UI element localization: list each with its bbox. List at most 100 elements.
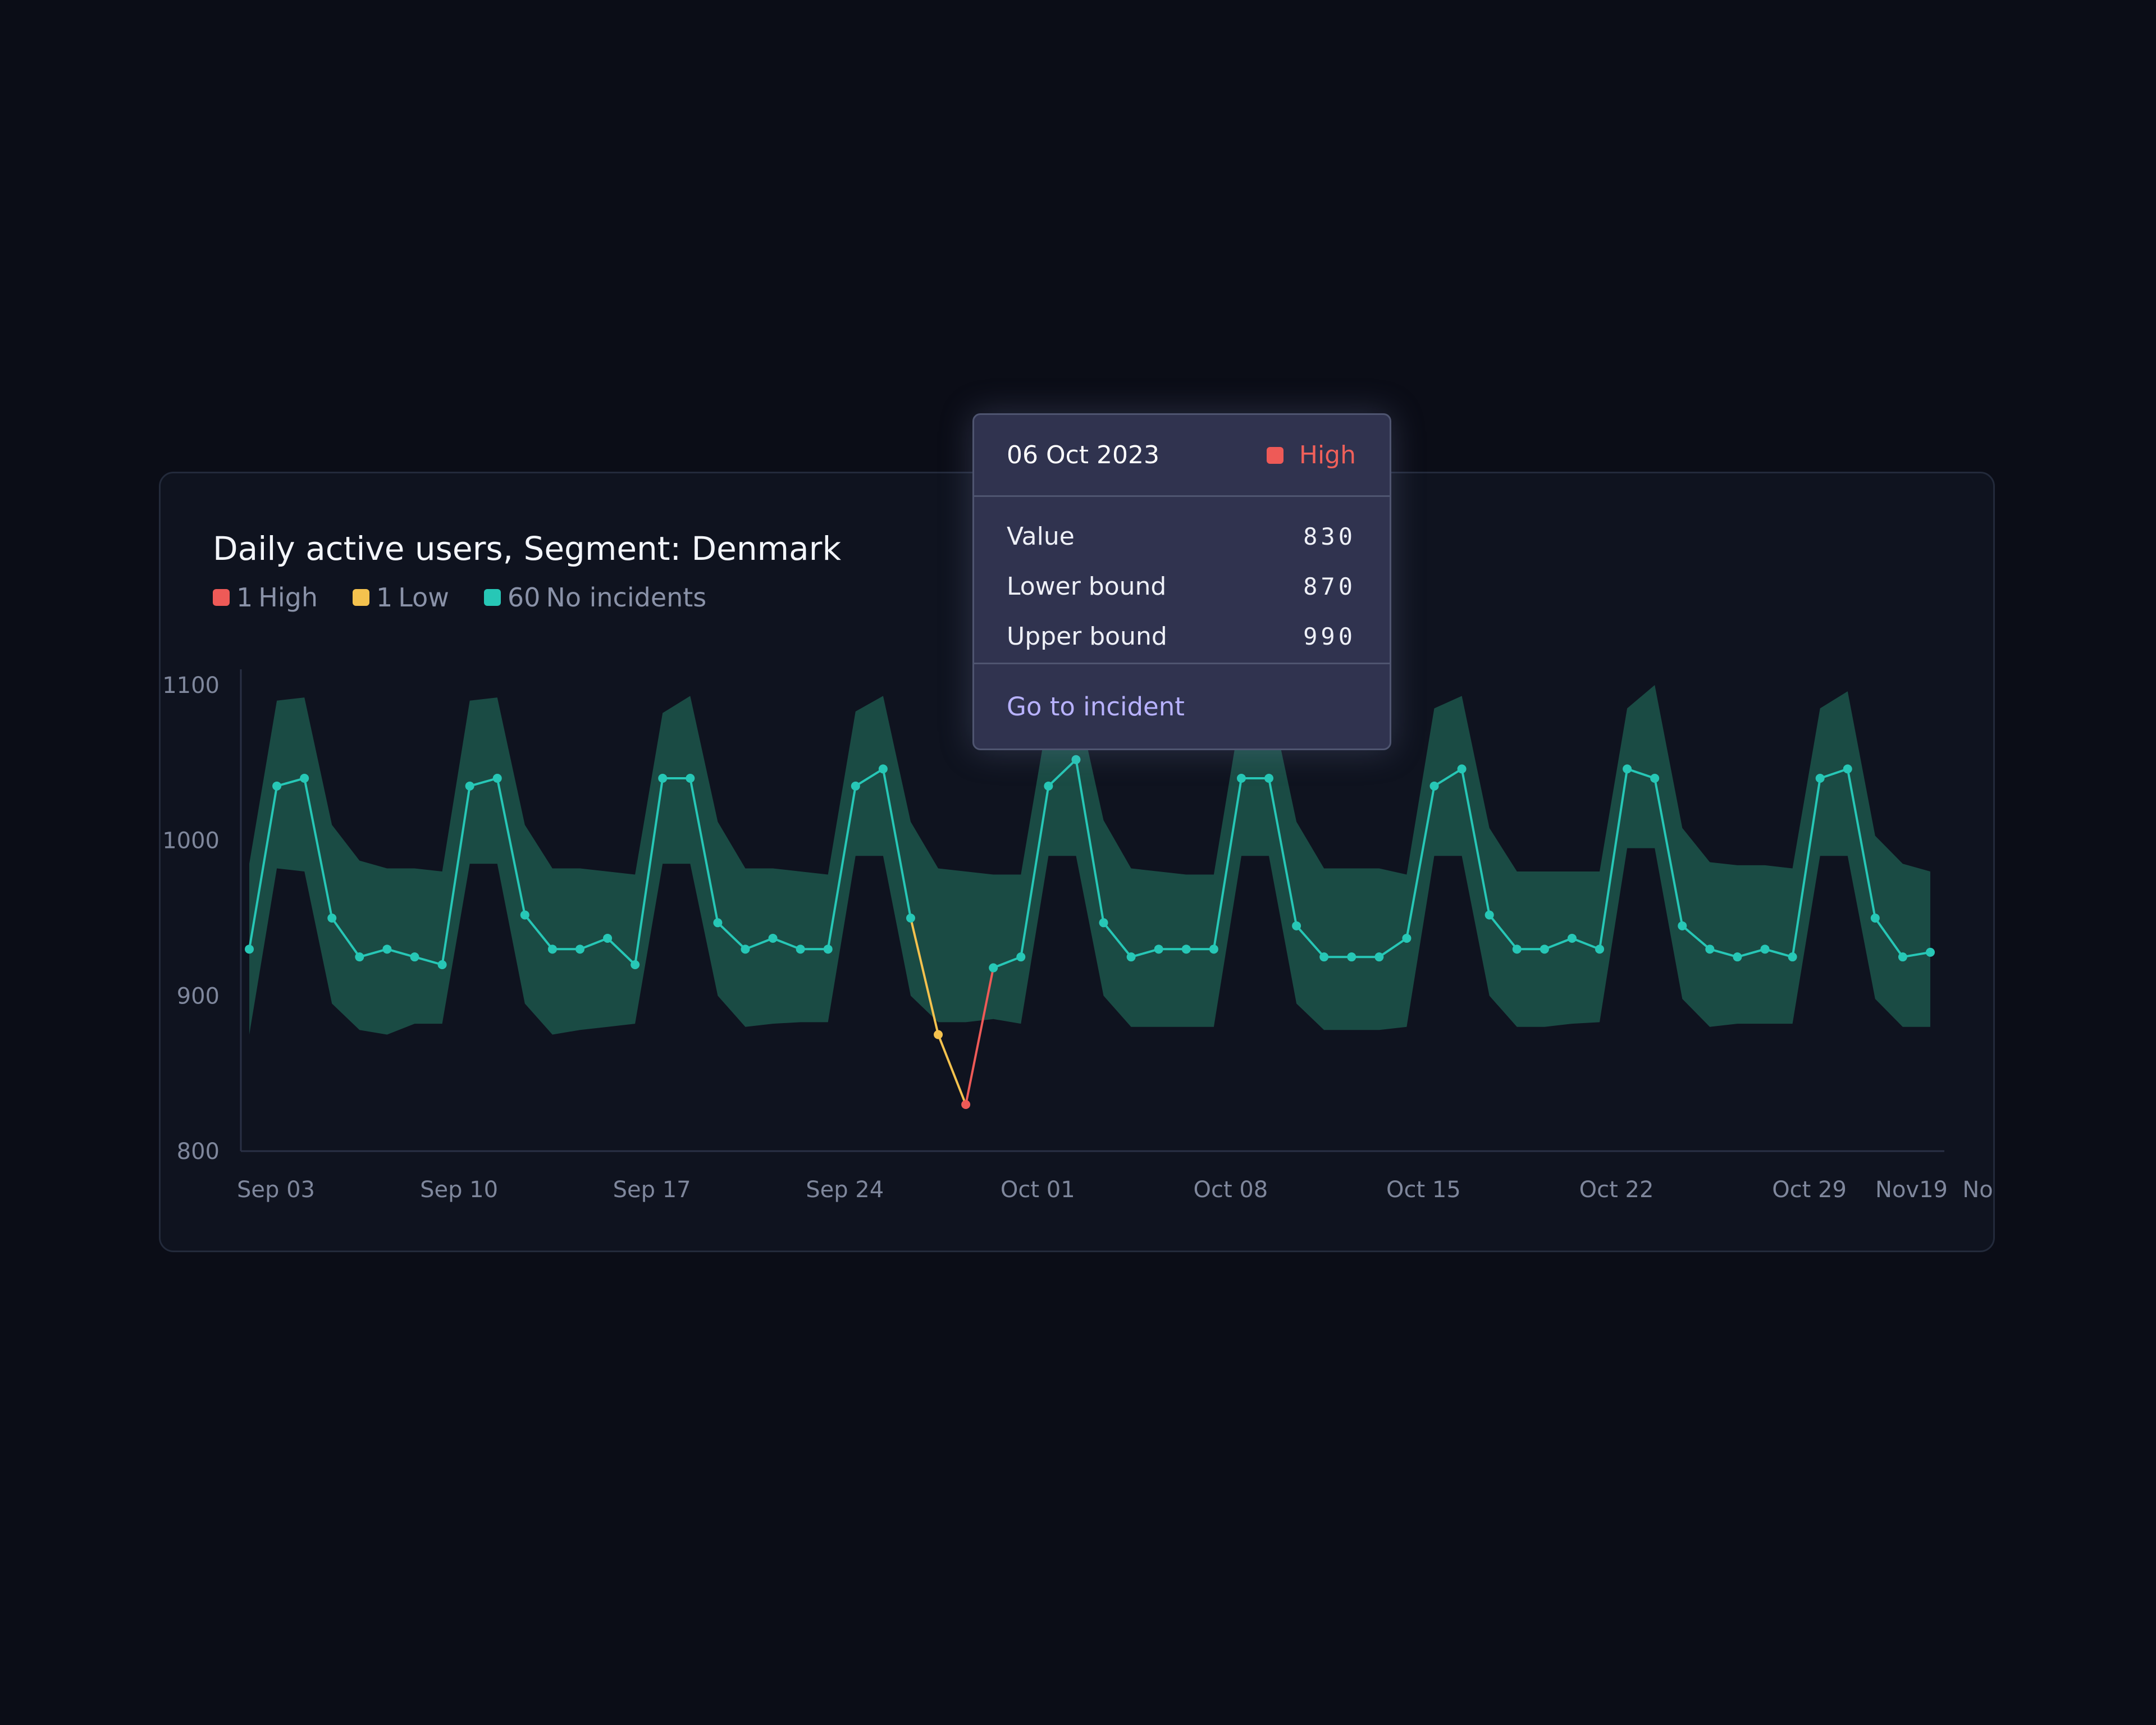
data-point	[1264, 774, 1274, 783]
legend-count-high: 1	[236, 582, 253, 613]
legend-item-high[interactable]: 1 High	[213, 582, 318, 613]
data-point	[1926, 947, 1935, 957]
legend-swatch-no-incidents	[483, 589, 501, 606]
data-point	[492, 774, 502, 783]
data-point	[1154, 944, 1163, 954]
incident-point-low	[934, 1030, 943, 1039]
data-point	[1843, 764, 1852, 774]
x-tick-label: Nov19	[1875, 1177, 1948, 1203]
x-tick-label: Sep 24	[806, 1177, 884, 1203]
data-point	[410, 952, 419, 962]
data-point	[437, 960, 447, 969]
tooltip-severity-label: High	[1299, 441, 1356, 469]
x-tick-label: Oct 22	[1579, 1177, 1654, 1203]
x-tick-label: Oct 15	[1386, 1177, 1461, 1203]
incident-line-high	[965, 968, 995, 1105]
data-point	[1512, 944, 1522, 954]
data-point	[300, 774, 309, 783]
chart-title: Daily active users, Segment: Denmark	[213, 530, 842, 568]
data-point	[1815, 774, 1825, 783]
data-point	[989, 963, 998, 973]
data-point	[1760, 944, 1770, 954]
data-point	[575, 944, 584, 954]
tooltip-row-upper-bound: Upper bound 990	[1007, 611, 1356, 661]
data-point	[906, 914, 915, 923]
data-point	[1236, 774, 1246, 783]
data-point	[1099, 918, 1108, 928]
go-to-incident-link[interactable]: Go to incident	[1007, 691, 1185, 722]
data-point	[355, 952, 364, 962]
tooltip-row-lower-bound: Lower bound 870	[1007, 562, 1356, 611]
legend-count-low: 1	[376, 582, 393, 613]
x-tick-label: Oct 29	[1772, 1177, 1847, 1203]
data-point	[1870, 914, 1880, 923]
data-point	[1733, 952, 1742, 962]
data-point	[1650, 774, 1660, 783]
data-point	[1429, 781, 1439, 791]
legend-item-low[interactable]: 1 Low	[353, 582, 449, 613]
x-tick-label: Oct 08	[1193, 1177, 1268, 1203]
data-point	[1788, 952, 1797, 962]
y-tick-label: 1100	[162, 673, 220, 699]
data-point	[1402, 933, 1412, 943]
data-point	[1623, 764, 1632, 774]
data-point	[1540, 944, 1549, 954]
data-point	[796, 944, 805, 954]
data-point	[1374, 952, 1384, 962]
expected-range-band	[249, 685, 1930, 1035]
line-chart: 800 900 1000 1100 Sep 03 Sep 10 Sep 17 Sep 24 Oc…	[162, 669, 1993, 1203]
data-point	[547, 944, 557, 954]
tooltip-row-number: 990	[1303, 623, 1356, 650]
data-point	[713, 918, 723, 928]
y-tick-label: 1000	[162, 828, 220, 854]
data-point	[686, 774, 695, 783]
tooltip-severity: High	[1266, 441, 1356, 469]
tooltip-row-number: 830	[1303, 523, 1356, 550]
legend-swatch-low	[353, 589, 370, 606]
legend-count-no-incidents: 60	[507, 582, 541, 613]
data-point	[768, 933, 778, 943]
data-point	[1319, 952, 1329, 962]
data-point	[1595, 944, 1605, 954]
x-tick-label: Sep 10	[420, 1177, 498, 1203]
data-point	[1209, 944, 1218, 954]
y-tick-label: 900	[177, 983, 220, 1009]
incident-tooltip: 06 Oct 2023 High Value 830 Lower bound 8…	[972, 413, 1391, 750]
legend-item-no-incidents[interactable]: 60 No incidents	[483, 582, 706, 613]
data-point	[741, 944, 750, 954]
legend: 1 High 1 Low 60 No incidents	[213, 582, 706, 613]
data-point	[878, 764, 888, 774]
data-point	[823, 944, 833, 954]
data-point	[1181, 944, 1191, 954]
legend-label-low: Low	[398, 582, 449, 613]
tooltip-row-label: Upper bound	[1007, 622, 1167, 651]
data-point	[1705, 944, 1715, 954]
data-point	[1347, 952, 1356, 962]
data-point	[1126, 952, 1136, 962]
tooltip-header: 06 Oct 2023 High	[974, 415, 1390, 497]
tooltip-footer: Go to incident	[974, 664, 1390, 749]
data-point	[658, 774, 668, 783]
data-point	[272, 781, 282, 791]
data-point	[1898, 952, 1907, 962]
y-tick-label: 800	[177, 1139, 220, 1165]
tooltip-row-number: 870	[1303, 573, 1356, 600]
tooltip-body: Value 830 Lower bound 870 Upper bound 99…	[974, 497, 1390, 664]
incident-point-high	[961, 1100, 971, 1109]
data-point	[1457, 764, 1467, 774]
data-point	[1044, 781, 1053, 791]
data-point	[851, 781, 860, 791]
data-point	[1567, 933, 1577, 943]
data-point	[1292, 921, 1301, 930]
legend-swatch-high	[213, 589, 230, 606]
tooltip-severity-swatch	[1266, 446, 1283, 464]
data-point	[327, 914, 337, 923]
data-point	[520, 910, 529, 920]
x-tick-label: Oct 01	[1001, 1177, 1075, 1203]
x-tick-label: Nov 05	[1962, 1177, 1993, 1203]
data-point	[631, 960, 640, 969]
x-tick-label: Sep 17	[613, 1177, 691, 1203]
tooltip-row-value: Value 830	[1007, 512, 1356, 562]
data-point	[1484, 910, 1494, 920]
tooltip-date: 06 Oct 2023	[1007, 441, 1160, 469]
